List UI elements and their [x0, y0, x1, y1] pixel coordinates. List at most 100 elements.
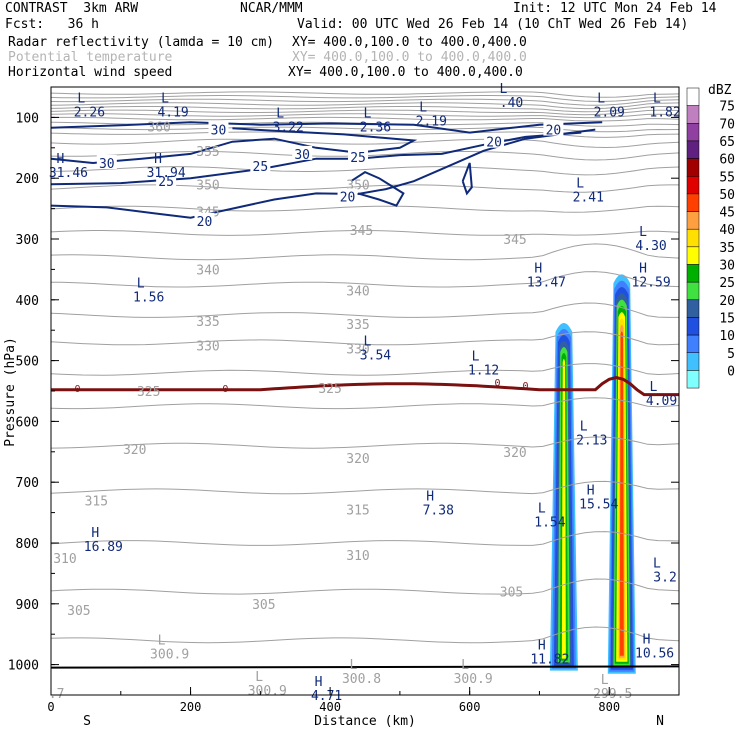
- theta-isoline: [50, 131, 680, 138]
- colorbar-swatch: [686, 176, 700, 195]
- extremum-letter: L: [276, 106, 284, 121]
- extremum-letter: H: [91, 526, 99, 541]
- freezing-label: 0: [222, 384, 228, 395]
- theta-isoline: [50, 109, 680, 116]
- theta-isoline: [50, 531, 680, 546]
- colorbar-swatch: [686, 299, 700, 318]
- x-end-label-north: N: [656, 714, 664, 729]
- center-name: NCAR/MMM: [240, 1, 303, 16]
- colorbar-swatch: [686, 246, 700, 265]
- extremum-value: 3.54: [360, 348, 391, 363]
- wind-label-bg: [348, 148, 369, 163]
- extremum-value: 16.89: [84, 540, 123, 555]
- extremum-letter: L: [576, 176, 584, 191]
- field-wind-xy: XY= 400.0,100.0 to 400.0,400.0: [288, 65, 523, 80]
- theta-isoline: [50, 397, 680, 410]
- extremum-letter: L: [653, 556, 661, 571]
- theta-min-letter: L: [255, 670, 263, 685]
- theta-label: 315: [85, 494, 108, 509]
- colorbar-label: 40: [719, 223, 735, 238]
- y-tick-label: 600: [16, 415, 39, 430]
- wind-label: 20: [546, 124, 562, 139]
- extremum-letter: H: [56, 152, 64, 167]
- colorbar-label: 70: [719, 117, 735, 132]
- wind-label-bg: [208, 121, 229, 136]
- extremum-letter: L: [363, 106, 371, 121]
- theta-label: 325: [137, 385, 160, 400]
- extremum-letter: L: [419, 100, 427, 115]
- theta-min-value: 300.9: [150, 647, 189, 662]
- theta-isoline: [50, 126, 680, 133]
- colorbar-label: 35: [719, 241, 735, 256]
- extremum-letter: L: [597, 91, 605, 106]
- colorbar-label: 20: [719, 294, 735, 309]
- wind-label-bg: [337, 188, 358, 203]
- extremum-value: 13.47: [527, 276, 566, 291]
- theta-label: 330: [346, 342, 369, 357]
- colorbar-swatch: [686, 211, 700, 230]
- theta-label: 340: [196, 263, 219, 278]
- extremum-value: 3.22: [273, 120, 304, 135]
- theta-isoline: [50, 302, 679, 318]
- colorbar-title: dBZ: [708, 83, 732, 98]
- extremum-value: 2.36: [360, 120, 391, 135]
- colorbar-label: 25: [719, 276, 735, 291]
- extremum-letter: H: [426, 490, 434, 505]
- wind-label: 20: [486, 136, 502, 151]
- wind-label-bg: [96, 155, 117, 169]
- theta-label: 345: [350, 224, 373, 239]
- theta-min-letter: L: [158, 633, 166, 648]
- forecast-hour: Fcst: 36 h: [5, 17, 99, 32]
- theta-label: 340: [346, 285, 369, 300]
- extremum-letter: L: [580, 420, 588, 435]
- theta-label: 310: [346, 549, 369, 564]
- extremum-value: 2.09: [594, 105, 625, 120]
- extremum-value: 7.38: [423, 504, 454, 519]
- theta-isoline: [50, 626, 680, 644]
- colorbar-swatch: [686, 87, 700, 106]
- theta-label: 310: [53, 552, 76, 567]
- cell-east-band: [619, 331, 624, 656]
- field-theta-label: Potential temperature: [8, 50, 173, 65]
- extremum-letter: H: [534, 262, 542, 277]
- theta-label: 355: [196, 145, 219, 160]
- theta-isoline: [50, 271, 680, 288]
- extremum-letter: H: [315, 675, 323, 690]
- wind-label-bg: [543, 121, 564, 136]
- x-tick-label: 200: [180, 700, 202, 714]
- cell-west-band: [561, 359, 566, 659]
- wind-label-bg: [292, 145, 313, 160]
- valid-time: Valid: 00 UTC Wed 26 Feb 14 (10 ChT Wed …: [297, 17, 689, 32]
- wind-isotach: [350, 170, 405, 207]
- colorbar-label: 30: [719, 259, 735, 274]
- extremum-letter: H: [587, 483, 595, 498]
- wind-isotach: [50, 127, 418, 165]
- extremum-letter: L: [77, 91, 85, 106]
- wind-label: 20: [340, 190, 356, 205]
- colorbar-swatch: [686, 352, 700, 371]
- extremum-value: 4.30: [635, 239, 666, 254]
- colorbar-swatch: [686, 158, 700, 177]
- y-tick-label: 900: [16, 598, 39, 613]
- wind-isotach: [50, 121, 603, 134]
- extremum-value: 15.54: [579, 497, 618, 512]
- wind-label-bg: [156, 173, 177, 188]
- extremum-letter: L: [538, 502, 546, 517]
- extremum-letter: L: [472, 350, 480, 365]
- theta-min-value: 300.8: [342, 672, 381, 687]
- y-tick-label: 200: [16, 172, 39, 187]
- init-time: Init: 12 UTC Mon 24 Feb 14: [513, 1, 717, 16]
- colorbar-swatch: [686, 123, 700, 142]
- y-tick-label: 1000: [8, 659, 39, 674]
- x-end-label-south: S: [83, 714, 91, 729]
- colorbar-label: 60: [719, 153, 735, 168]
- theta-label: 305: [252, 598, 275, 613]
- y-tick-label: 800: [16, 537, 39, 552]
- wind-label: 25: [158, 175, 174, 190]
- theta-label: 335: [196, 315, 219, 330]
- extremum-value: 1.56: [133, 291, 164, 306]
- wind-label: 30: [294, 148, 310, 163]
- theta-isoline: [50, 578, 680, 595]
- theta-label: 330: [196, 339, 219, 354]
- theta-label: 305: [67, 604, 90, 619]
